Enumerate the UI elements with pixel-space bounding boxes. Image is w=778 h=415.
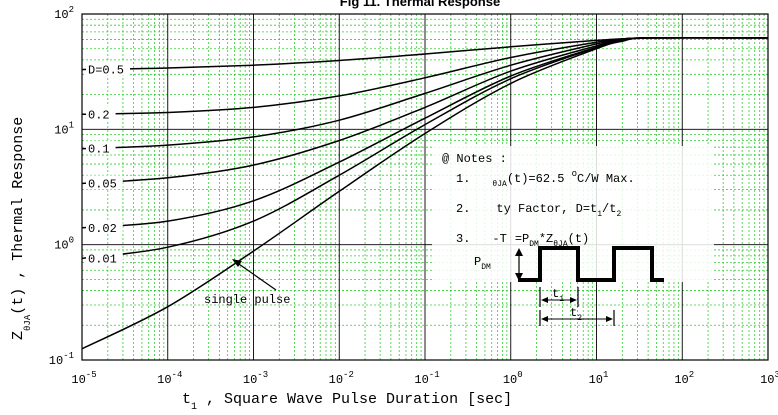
- y-tick-labels: 10-1 100 101 102: [49, 5, 74, 368]
- pdm-label: PDM: [474, 255, 491, 272]
- series-label-bg: [86, 219, 123, 234]
- t2-arrowhead-left: [541, 316, 548, 322]
- x-tick-label: 10-2: [329, 370, 354, 387]
- series-label-bg: [86, 106, 116, 121]
- t1-label: t1: [552, 287, 564, 304]
- minor-gridlines: [82, 14, 768, 360]
- y-tick-label: 100: [54, 236, 74, 253]
- x-tick-label: 10-4: [157, 370, 182, 387]
- x-tick-label: 100: [503, 370, 523, 387]
- series-label: 0.01: [88, 252, 117, 266]
- x-tick-label: 103: [760, 370, 778, 387]
- pulse-waveform: [518, 246, 664, 282]
- single-pulse-label: single pulse: [204, 293, 290, 307]
- chart-title: Fig 11. Thermal Response: [340, 0, 500, 9]
- series-lines: [81, 36, 769, 350]
- series-label: 0.1: [88, 143, 110, 157]
- series-label-bg: [86, 250, 123, 265]
- single-pulse-arrow: [235, 261, 277, 291]
- plot-frame: [81, 13, 769, 361]
- notes-box: @ Notes : 1. θJA(t)=62.5 oC/W Max. 2. ty F…: [432, 146, 714, 326]
- note-3: 3. -T =PDM*ZθJA(t): [456, 232, 589, 249]
- series-label: 0.02: [88, 222, 117, 236]
- y-tick-label: 101: [54, 120, 74, 137]
- x-tick-label: 10-3: [243, 370, 268, 387]
- t1-arrowhead-right: [570, 297, 577, 303]
- x-tick-label: 10-5: [71, 370, 96, 387]
- notes-title: @ Notes :: [442, 152, 507, 166]
- t1-arrowhead-left: [541, 297, 548, 303]
- series-label-bg: [86, 61, 130, 76]
- x-tick-label: 102: [674, 370, 694, 387]
- series-label: 0.2: [88, 108, 110, 122]
- x-axis-title: t1 , Square Wave Pulse Duration [sec]: [182, 391, 512, 413]
- note-1: 1. θJA(t)=62.5 oC/W Max.: [456, 169, 635, 189]
- x-tick-label: 101: [589, 370, 609, 387]
- x-tick-label: 10-1: [414, 370, 439, 387]
- x-tick-labels: 10-5 10-4 10-3 10-2 10-1 100 101 102 103: [71, 370, 778, 387]
- y-tick-label: 102: [54, 5, 74, 22]
- series-line-6: [81, 36, 769, 350]
- t2-label: t2: [570, 306, 582, 323]
- pdm-arrowhead-top: [515, 248, 523, 256]
- note-2: 2. ty Factor, D=t1/t2: [456, 202, 621, 219]
- pdm-arrowhead-bottom: [515, 273, 523, 281]
- series-label: D=0.5: [88, 64, 124, 78]
- single-pulse-arrowhead: [232, 259, 242, 267]
- series-label-bg: [86, 175, 123, 190]
- y-tick-label: 10-1: [49, 351, 74, 368]
- series-labels: D=0.5 0.2 0.1 0.05 0.02 0.01: [86, 61, 130, 266]
- y-axis-title: ZθJA(t) , Thermal Response: [10, 117, 33, 340]
- series-label-bg: [86, 140, 116, 155]
- t2-arrowhead-right: [606, 316, 613, 322]
- series-label: 0.05: [88, 177, 117, 191]
- notes-background: [432, 146, 714, 282]
